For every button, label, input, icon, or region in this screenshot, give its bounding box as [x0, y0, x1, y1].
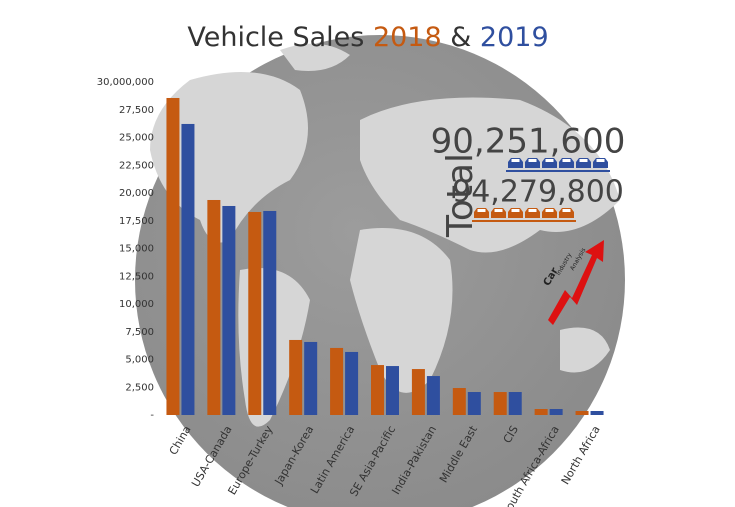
- y-tick-label: 10,000: [119, 299, 154, 310]
- bar: [411, 369, 425, 415]
- bar: [534, 409, 548, 415]
- y-tick-label: 30,000,000: [97, 77, 154, 88]
- bar: [345, 351, 359, 415]
- bar: [207, 199, 221, 415]
- bar: [371, 365, 384, 415]
- y-tick-label: -: [150, 410, 154, 421]
- totals: 90,251,600 94,279,800 Total Car Industry…: [431, 122, 626, 325]
- y-tick-label: 7,500: [125, 327, 154, 338]
- y-tick-label: 2,500: [125, 382, 154, 393]
- y-tick-label: 5,000: [125, 355, 154, 366]
- bar: [467, 392, 481, 415]
- car-window: [562, 159, 571, 162]
- total-2018: 94,279,800: [452, 175, 624, 210]
- car-window: [579, 159, 588, 162]
- logo-arrow: [548, 240, 604, 325]
- y-tick-label: 27,500: [119, 105, 154, 116]
- car-window: [528, 209, 537, 212]
- bar: [493, 392, 507, 415]
- y-tick-label: 20,000: [119, 188, 154, 199]
- title-year: 2019: [480, 22, 549, 53]
- car-window: [596, 159, 605, 162]
- car-window: [477, 209, 486, 212]
- title: Vehicle Sales 2018 & 2019: [187, 22, 548, 53]
- bar: [452, 388, 466, 415]
- total-2019: 90,251,600: [431, 122, 626, 162]
- bar: [166, 97, 180, 415]
- car-icons: [472, 158, 610, 222]
- bar: [549, 409, 563, 415]
- car-window: [494, 209, 503, 212]
- bar: [181, 123, 195, 415]
- total-label: Total: [440, 153, 481, 238]
- car-window: [562, 209, 571, 212]
- bar: [426, 376, 440, 415]
- bar: [248, 211, 262, 415]
- bar: [263, 210, 277, 415]
- y-tick-label: 12,500: [119, 271, 154, 282]
- bar: [575, 411, 589, 415]
- car-window: [511, 209, 520, 212]
- y-tick-label: 15,000: [119, 244, 154, 255]
- bar: [508, 392, 522, 415]
- title-text: Vehicle Sales: [187, 22, 364, 53]
- bar: [590, 411, 604, 415]
- car-window: [511, 159, 520, 162]
- car-window: [545, 159, 554, 162]
- title-joiner: &: [450, 22, 471, 53]
- y-tick-label: 17,500: [119, 216, 154, 227]
- title-year: 2018: [373, 22, 442, 53]
- bar: [289, 339, 303, 415]
- x-tick-label: China: [167, 424, 194, 458]
- y-tick-label: 25,000: [119, 133, 154, 144]
- y-tick-label: 22,500: [119, 160, 154, 171]
- bar: [222, 205, 236, 415]
- chart-title: Vehicle Sales 2018 & 2019: [187, 22, 548, 53]
- bar: [386, 366, 399, 415]
- car-window: [545, 209, 554, 212]
- bar: [330, 347, 344, 415]
- bar: [304, 341, 318, 415]
- car-window: [528, 159, 537, 162]
